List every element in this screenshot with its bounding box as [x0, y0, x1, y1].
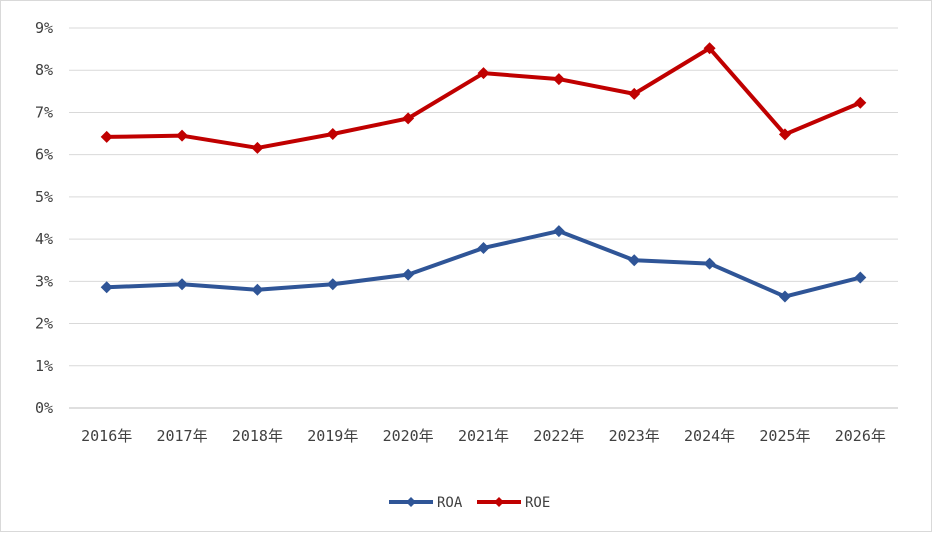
data-point-marker: [703, 257, 716, 270]
data-point-marker: [854, 96, 867, 109]
y-tick-label: 2%: [35, 315, 53, 333]
data-point-marker: [402, 268, 415, 281]
y-tick-label: 0%: [35, 399, 53, 417]
data-point-marker: [402, 112, 415, 125]
data-point-marker: [477, 241, 490, 254]
data-point-marker: [552, 225, 565, 238]
legend: ROA ROE: [389, 495, 550, 511]
series-line-roe: [104, 46, 863, 150]
y-tick-label: 4%: [35, 230, 53, 248]
y-tick-label: 1%: [35, 357, 53, 375]
data-point-marker: [778, 128, 791, 141]
data-point-marker: [854, 271, 867, 284]
data-point-marker: [326, 127, 339, 140]
x-axis-ticks: 2016年 2017年 2018年 2019年 2020年 2021年 2022年 2023年…: [81, 427, 886, 445]
data-point-marker: [628, 254, 641, 267]
series: [100, 42, 867, 303]
x-tick-label: 2016年: [81, 427, 132, 445]
legend-label: ROA: [437, 495, 463, 511]
x-tick-label: 2020年: [383, 427, 434, 445]
y-tick-label: 5%: [35, 188, 53, 206]
data-point-marker: [176, 129, 189, 142]
legend-item-roe: ROE: [477, 495, 550, 511]
series-roa: [100, 225, 867, 303]
data-point-marker: [703, 42, 716, 55]
legend-label: ROE: [525, 495, 550, 511]
legend-item-roa: ROA: [389, 495, 463, 511]
x-tick-label: 2019年: [307, 427, 358, 445]
legend-marker: [406, 497, 416, 507]
x-tick-label: 2024年: [684, 427, 735, 445]
data-point-marker: [552, 73, 565, 86]
data-point-marker: [778, 290, 791, 303]
y-axis-ticks: 0% 1% 2% 3% 4% 5% 6% 7% 8% 9%: [35, 19, 53, 417]
x-tick-label: 2021年: [458, 427, 509, 445]
x-tick-label: 2022年: [533, 427, 584, 445]
y-tick-label: 8%: [35, 61, 53, 79]
data-point-marker: [176, 278, 189, 291]
series-roe: [100, 42, 867, 154]
legend-marker: [494, 497, 504, 507]
y-tick-label: 7%: [35, 103, 53, 121]
x-tick-label: 2025年: [759, 427, 810, 445]
x-tick-label: 2026年: [835, 427, 886, 445]
x-tick-label: 2017年: [156, 427, 207, 445]
data-point-marker: [326, 278, 339, 291]
series-line-roa: [104, 229, 863, 299]
y-tick-label: 6%: [35, 146, 53, 164]
data-point-marker: [100, 130, 113, 143]
x-tick-label: 2018年: [232, 427, 283, 445]
data-point-marker: [100, 281, 113, 294]
y-tick-label: 9%: [35, 19, 53, 37]
y-tick-label: 3%: [35, 272, 53, 290]
data-point-marker: [477, 67, 490, 80]
data-point-marker: [251, 283, 264, 296]
gridlines: [69, 27, 898, 409]
data-point-marker: [251, 141, 264, 154]
x-tick-label: 2023年: [609, 427, 660, 445]
data-point-marker: [628, 87, 641, 100]
